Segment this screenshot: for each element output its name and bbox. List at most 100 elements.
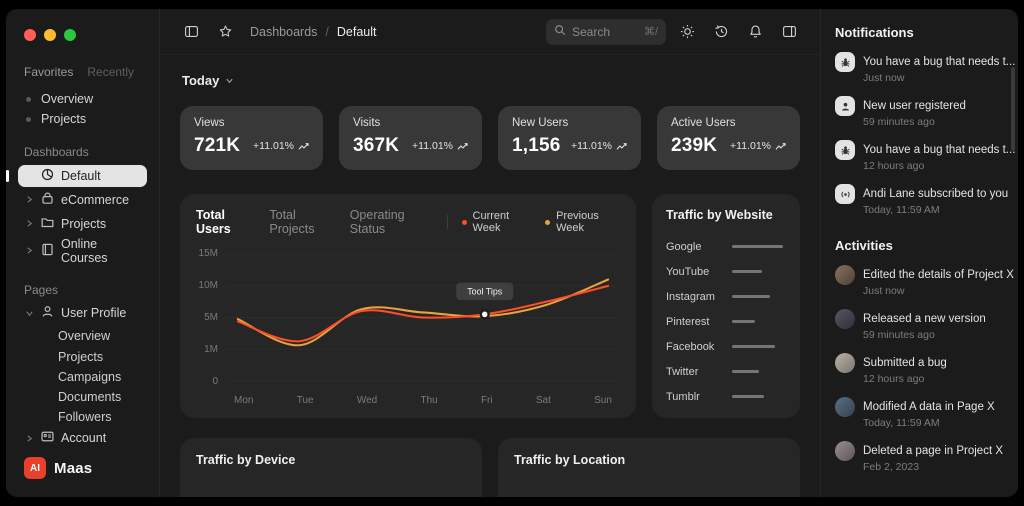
site-row-twitter[interactable]: Twitter <box>666 359 786 384</box>
sidebar-item-ecommerce[interactable]: eCommerce <box>18 189 147 211</box>
sidebar-item-label: Projects <box>61 216 107 231</box>
traffic-by-location-card: Traffic by Location <box>498 438 800 497</box>
tab-total-projects[interactable]: Total Projects <box>269 208 315 236</box>
sidebar-subitem-campaigns[interactable]: Campaigns <box>18 367 147 387</box>
site-row-instagram[interactable]: Instagram <box>666 284 786 309</box>
id-card-icon <box>40 429 55 447</box>
stat-card-active-users: Active Users 239K +11.01% <box>657 106 800 170</box>
app-logo[interactable]: AI Maas <box>18 451 147 485</box>
breadcrumb: Dashboards / Default <box>250 25 377 39</box>
activity-item[interactable]: Deleted a page in Project X Feb 2, 2023 <box>835 441 1004 473</box>
tab-favorites[interactable]: Favorites <box>24 65 74 79</box>
right-panel-scrollbar[interactable] <box>1011 67 1015 151</box>
stat-value: 721K <box>194 135 241 156</box>
site-row-tumblr[interactable]: Tumblr <box>666 384 786 409</box>
tab-recently[interactable]: Recently <box>87 65 135 79</box>
card-title: Traffic by Website <box>666 208 773 222</box>
bullet-icon <box>26 116 31 122</box>
main-area: Dashboards / Default ⌘/ <box>160 9 820 497</box>
notification-time: 12 hours ago <box>863 160 925 172</box>
breadcrumb-current: Default <box>336 24 377 39</box>
bug-icon <box>835 52 855 72</box>
search-input[interactable] <box>572 24 638 39</box>
notification-item[interactable]: You have a bug that needs t... Just now <box>835 52 1015 84</box>
tab-total-users[interactable]: Total Users <box>196 208 231 236</box>
star-icon[interactable] <box>212 19 238 45</box>
toggle-right-panel-button[interactable] <box>776 19 802 45</box>
activity-item[interactable]: Modified A data in Page X Today, 11:59 A… <box>835 397 1004 429</box>
close-button[interactable] <box>24 29 36 41</box>
search-icon <box>554 23 566 41</box>
site-bar <box>732 320 786 323</box>
sidebar-item-label: Overview <box>41 92 94 107</box>
sidebar-subitem-documents[interactable]: Documents <box>18 387 147 407</box>
avatar <box>835 397 855 417</box>
stat-value: 239K <box>671 135 718 156</box>
site-row-youtube[interactable]: YouTube <box>666 259 786 284</box>
site-row-google[interactable]: Google <box>666 234 786 259</box>
toggle-left-sidebar-button[interactable] <box>178 19 204 45</box>
stat-card-views: Views 721K +11.01% <box>180 106 323 170</box>
sidebar-item-projects[interactable]: Projects <box>18 213 147 235</box>
breadcrumb-separator: / <box>325 24 329 39</box>
avatar <box>835 441 855 461</box>
period-selector[interactable]: Today <box>182 73 800 88</box>
shopping-bag-icon <box>40 191 55 209</box>
minimize-button[interactable] <box>44 29 56 41</box>
activity-time: Just now <box>863 285 905 297</box>
section-pages-label: Pages <box>24 282 59 297</box>
sidebar-subitem-projects[interactable]: Projects <box>18 347 147 367</box>
activity-text: Deleted a page in Project X <box>863 445 1004 457</box>
activity-item[interactable]: Released a new version 59 minutes ago <box>835 309 1004 341</box>
notification-text: New user registered <box>863 100 966 112</box>
trend-up-icon <box>616 142 627 150</box>
stat-card-visits: Visits 367K +11.01% <box>339 106 482 170</box>
trend-up-icon <box>775 142 786 150</box>
notification-item[interactable]: Andi Lane subscribed to you Today, 11:59… <box>835 184 1008 216</box>
activity-time: 59 minutes ago <box>863 329 935 341</box>
site-row-pinterest[interactable]: Pinterest <box>666 309 786 334</box>
stat-card-new-users: New Users 1,156 +11.01% <box>498 106 641 170</box>
activity-time: Today, 11:59 AM <box>863 417 940 429</box>
search-box[interactable]: ⌘/ <box>546 18 666 45</box>
sidebar-subitem-overview[interactable]: Overview <box>18 326 147 346</box>
stat-delta: +11.01% <box>412 140 468 152</box>
dashboard-body: Today Views 721K +11.01% Visits 367K +11… <box>160 55 820 497</box>
activity-text: Modified A data in Page X <box>863 401 995 413</box>
notification-item[interactable]: You have a bug that needs t... 12 hours … <box>835 140 1015 172</box>
sidebar-item-user-profile[interactable]: User Profile <box>18 303 147 325</box>
sidebar-item-projects-fav[interactable]: Projects <box>18 109 147 129</box>
stat-cards: Views 721K +11.01% Visits 367K +11.01% N… <box>180 106 800 170</box>
site-row-facebook[interactable]: Facebook <box>666 334 786 359</box>
notifications-bell-icon[interactable] <box>742 19 768 45</box>
notification-item[interactable]: New user registered 59 minutes ago <box>835 96 1004 128</box>
sidebar-item-label: Account <box>61 431 107 446</box>
sidebar-item-label: Documents <box>58 389 122 404</box>
stat-value: 367K <box>353 135 400 156</box>
breadcrumb-parent[interactable]: Dashboards <box>250 24 318 39</box>
sidebar-item-overview[interactable]: Overview <box>18 89 147 109</box>
book-icon <box>40 242 55 260</box>
activity-item[interactable]: Edited the details of Project X Just now <box>835 265 1014 297</box>
zoom-button[interactable] <box>64 29 76 41</box>
sidebar-item-label: Overview <box>58 329 111 344</box>
tab-operating-status[interactable]: Operating Status <box>349 208 405 236</box>
history-icon[interactable] <box>708 19 734 45</box>
site-bar <box>732 395 786 398</box>
chevron-right-icon <box>24 219 34 228</box>
trend-up-icon <box>457 142 468 150</box>
chevron-down-icon <box>24 309 34 318</box>
sidebar-item-online-courses[interactable]: Online Courses <box>18 237 147 265</box>
theme-toggle-icon[interactable] <box>674 19 700 45</box>
right-panel: Notifications You have a bug that needs … <box>820 9 1018 497</box>
app-window: Favorites Recently Overview Projects Das… <box>6 9 1018 497</box>
stat-delta: +11.01% <box>253 140 309 152</box>
stat-label: New Users <box>512 117 569 129</box>
activity-item[interactable]: Submitted a bug 12 hours ago <box>835 353 1004 385</box>
sidebar-item-default[interactable]: Default <box>6 165 147 188</box>
sidebar-subitem-followers[interactable]: Followers <box>18 407 147 427</box>
card-title: Traffic by Location <box>514 453 626 467</box>
sidebar-item-account[interactable]: Account <box>18 427 147 449</box>
site-bar <box>732 370 786 373</box>
traffic-by-website-card: Traffic by Website Google YouTube Instag… <box>652 194 800 418</box>
